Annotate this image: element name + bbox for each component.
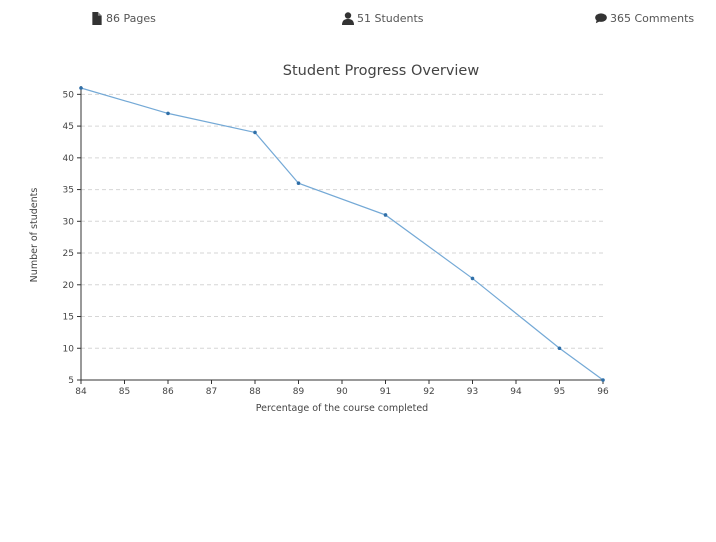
data-point <box>601 378 605 382</box>
x-tick-label: 90 <box>336 387 348 397</box>
stats-bar: 86 Pages 51 Students 365 Comments <box>0 12 716 30</box>
comment-icon <box>595 13 607 24</box>
y-tick-label: 25 <box>63 249 74 259</box>
y-tick-label: 5 <box>68 376 74 386</box>
y-tick-label: 10 <box>63 344 75 354</box>
x-tick-label: 96 <box>597 387 609 397</box>
line-chart-svg: Student Progress Overview 5 10 15 20 25 30 35 4… <box>29 63 609 414</box>
series-path <box>80 87 604 381</box>
y-axis-label: Number of students <box>29 188 40 283</box>
file-icon <box>92 12 102 25</box>
x-tick-label: 84 <box>75 387 87 397</box>
pages-stat: 86 Pages <box>91 12 156 25</box>
y-tick-label: 45 <box>63 122 74 132</box>
x-tick-label: 89 <box>293 387 305 397</box>
data-point <box>296 181 301 186</box>
y-tick-label: 30 <box>63 217 75 227</box>
user-icon <box>342 12 354 25</box>
pages-count: 86 Pages <box>106 12 156 25</box>
data-point <box>557 346 562 351</box>
x-tick-label: 94 <box>510 387 522 397</box>
x-tick-label: 85 <box>119 387 130 397</box>
data-point <box>470 276 475 281</box>
students-count: 51 Students <box>357 12 424 25</box>
x-tick-label: 92 <box>423 387 434 397</box>
y-tick-label: 20 <box>63 281 75 291</box>
comments-count: 365 Comments <box>610 12 695 25</box>
students-stat: 51 Students <box>342 12 424 25</box>
x-tick-label: 93 <box>467 387 478 397</box>
y-tick-label: 50 <box>63 90 75 100</box>
series-line <box>80 87 604 381</box>
data-point <box>166 111 170 116</box>
chart-title: Student Progress Overview <box>283 63 480 79</box>
y-tick-label: 15 <box>63 313 74 323</box>
gridlines <box>81 93 603 349</box>
progress-chart: Student Progress Overview 5 10 15 20 25 30 35 4… <box>0 55 716 425</box>
y-tick-label: 40 <box>63 154 75 164</box>
data-point <box>253 130 257 135</box>
x-tick-label: 95 <box>554 387 565 397</box>
x-axis-label: Percentage of the course completed <box>256 403 428 414</box>
x-tick-label: 86 <box>162 387 174 397</box>
x-tick-label: 87 <box>206 387 217 397</box>
comments-stat: 365 Comments <box>595 12 694 25</box>
x-tick-label: 88 <box>249 387 261 397</box>
axes: 5 10 15 20 25 30 35 40 45 50 84 85 86 87 88 89 90 91 92 93 9… <box>63 86 609 397</box>
data-points <box>79 86 605 382</box>
y-tick-label: 35 <box>63 186 74 196</box>
data-point <box>383 213 388 217</box>
x-tick-label: 91 <box>380 387 391 397</box>
data-point <box>79 86 83 90</box>
